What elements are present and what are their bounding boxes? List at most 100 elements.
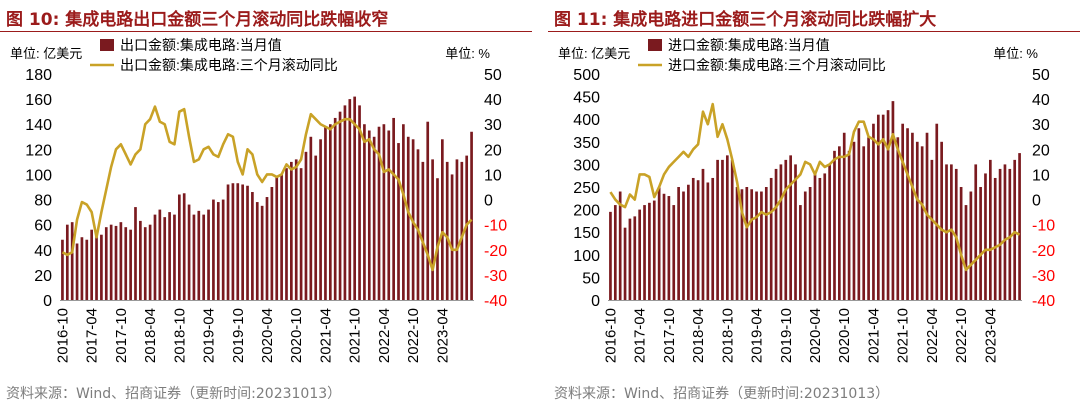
data-bar [80, 237, 84, 300]
y-right-tick-label: -10 [484, 218, 507, 235]
data-bar [241, 184, 244, 300]
data-bar [387, 130, 391, 300]
data-bar [984, 173, 987, 300]
data-bar [730, 159, 734, 300]
data-bar [148, 224, 152, 300]
right-unit-label: 单位: % [445, 46, 490, 61]
data-bar [333, 117, 337, 300]
data-bar [441, 139, 444, 300]
y-right-tick-label: -10 [1032, 218, 1055, 235]
data-bar [314, 155, 318, 300]
y-right-tick-label: 0 [1032, 193, 1041, 210]
data-bar [431, 159, 434, 300]
x-tick-label: 2022-04 [376, 308, 393, 363]
data-bar [280, 174, 283, 300]
y-left-tick-label: 150 [573, 225, 600, 242]
y-right-tick-label: -40 [484, 293, 507, 310]
data-bar [426, 121, 430, 301]
data-bar [182, 193, 186, 300]
data-bar [119, 222, 123, 300]
data-bar [202, 214, 206, 300]
data-bar [769, 177, 773, 300]
data-bar [823, 173, 827, 300]
data-bar [358, 105, 361, 300]
data-bar [677, 187, 680, 300]
y-left-tick-label: 400 [573, 112, 600, 129]
data-bar [197, 210, 201, 300]
legend-line-label: 进口金额:集成电路:三个月滚动同比 [668, 57, 886, 73]
legend-bar-label: 进口金额:集成电路:当月值 [668, 37, 830, 53]
data-bar [207, 209, 210, 300]
x-tick-label: 2022-10 [405, 308, 422, 363]
data-bar [153, 214, 157, 300]
data-bar [343, 105, 347, 300]
x-tick-label: 2019-10 [230, 308, 247, 363]
data-bar [348, 99, 352, 300]
data-bar [687, 184, 690, 300]
y-right-tick-label: 10 [484, 167, 502, 184]
data-bar [143, 227, 147, 300]
data-bar [813, 173, 817, 300]
x-tick-label: 2023-04 [982, 308, 999, 363]
y-left-tick-label: 160 [25, 92, 52, 109]
data-bar [974, 164, 978, 300]
y-left-tick-label: 50 [582, 270, 600, 287]
data-bar [691, 177, 695, 300]
data-bar [309, 136, 313, 300]
data-bar [246, 185, 249, 300]
y-left-tick-label: 0 [591, 293, 600, 310]
y-right-tick-label: -40 [1032, 293, 1055, 310]
data-bar [275, 176, 279, 300]
x-tick-label: 2018-04 [690, 308, 707, 363]
data-bar [867, 137, 870, 300]
data-bar [633, 216, 637, 300]
data-bar [445, 161, 449, 300]
data-bar [818, 177, 822, 300]
data-bar [876, 114, 880, 301]
data-bar [857, 128, 861, 300]
data-bar [392, 117, 395, 300]
y-left-tick-label: 80 [34, 193, 52, 210]
legend-bar-swatch [648, 39, 662, 51]
data-bar [638, 209, 641, 300]
source-note: 资料来源：Wind、招商证券（更新时间:20231013） [554, 386, 890, 402]
data-bar [255, 202, 259, 300]
data-bar [114, 225, 118, 300]
data-bar [745, 187, 749, 300]
data-bar [70, 222, 74, 300]
data-bar [794, 164, 797, 300]
y-right-tick-label: 30 [1032, 117, 1050, 134]
data-bar [251, 192, 254, 300]
y-left-tick-label: 300 [573, 157, 600, 174]
figure-title: 图 10: 集成电路出口金额三个月滚动同比跌幅收窄 [6, 10, 389, 30]
data-bar [652, 200, 656, 300]
y-left-tick-label: 0 [43, 293, 52, 310]
data-bar [667, 196, 671, 300]
data-bar [969, 191, 973, 300]
data-bar [1013, 159, 1017, 300]
data-bar [725, 155, 729, 300]
data-bar [613, 205, 617, 300]
y-right-tick-label: 20 [484, 142, 502, 159]
x-tick-label: 2020-04 [259, 308, 276, 363]
data-bar [163, 217, 167, 300]
data-bar [906, 128, 909, 300]
y-left-tick-label: 140 [25, 117, 52, 134]
data-bar [372, 136, 376, 300]
data-bar [450, 174, 454, 300]
data-bar [231, 183, 235, 300]
x-tick-label: 2022-04 [924, 308, 941, 363]
x-tick-label: 2017-10 [113, 308, 130, 363]
data-bar [65, 224, 69, 300]
data-bar [852, 141, 856, 300]
legend-bar-swatch [100, 39, 114, 51]
x-tick-label: 2016-10 [602, 308, 619, 363]
data-bar [294, 159, 298, 300]
data-bar [833, 150, 836, 300]
data-bar [173, 214, 176, 300]
data-bar [609, 211, 612, 300]
x-tick-label: 2017-10 [661, 308, 678, 363]
data-bar [367, 130, 371, 300]
data-bar [382, 124, 386, 300]
x-tick-label: 2020-04 [807, 308, 824, 363]
